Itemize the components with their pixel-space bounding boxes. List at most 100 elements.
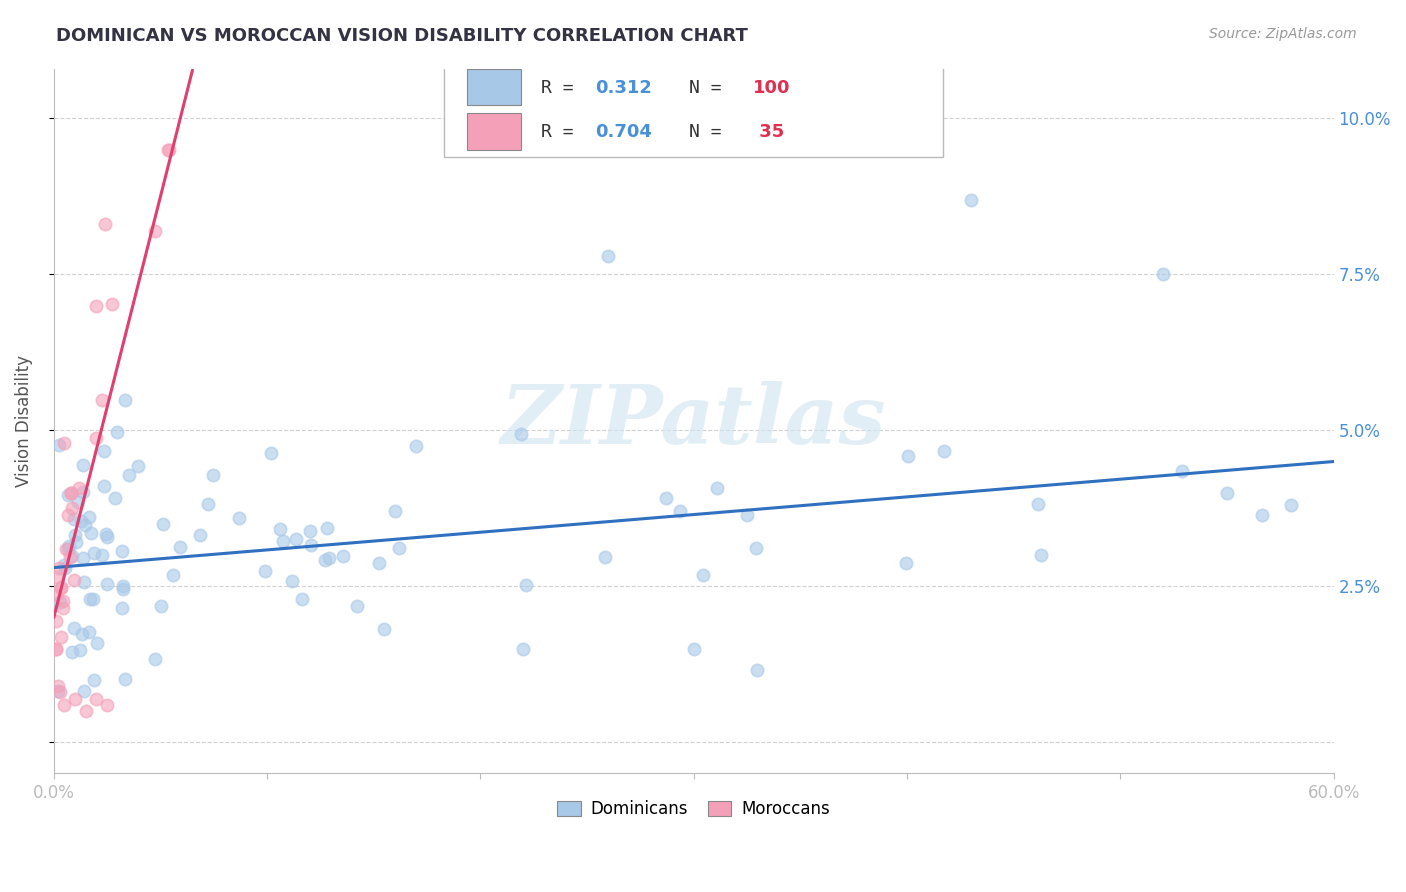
- Point: [93, 443, 115, 458]
- Text: 0.704: 0.704: [595, 123, 652, 142]
- Point: [53, 435, 76, 450]
- FancyBboxPatch shape: [444, 54, 943, 157]
- Point: [56, 542, 79, 557]
- Point: [65, 535, 87, 549]
- Point: [332, 549, 354, 563]
- Point: [77, 510, 100, 524]
- Point: [60, 644, 83, 658]
- Point: [593, 549, 616, 564]
- Y-axis label: Vision Disability: Vision Disability: [15, 355, 32, 487]
- Point: [59, 485, 82, 500]
- Point: [110, 543, 132, 558]
- Legend: Dominicans, Moroccans: Dominicans, Moroccans: [551, 794, 837, 825]
- Point: [114, 672, 136, 686]
- Point: [83, 546, 105, 560]
- Point: [388, 541, 411, 556]
- Point: [1250, 508, 1272, 522]
- Point: [111, 582, 134, 596]
- Point: [49, 630, 72, 644]
- Point: [73, 684, 96, 698]
- Point: [63, 691, 86, 706]
- Point: [94, 218, 117, 232]
- Point: [285, 532, 308, 546]
- Point: [735, 508, 758, 523]
- Point: [118, 468, 141, 483]
- Text: DOMINICAN VS MOROCCAN VISION DISABILITY CORRELATION CHART: DOMINICAN VS MOROCCAN VISION DISABILITY …: [56, 27, 748, 45]
- Point: [45, 589, 67, 603]
- Point: [1026, 497, 1049, 511]
- Text: 0.312: 0.312: [595, 78, 652, 96]
- Point: [72, 484, 94, 499]
- Point: [271, 533, 294, 548]
- Point: [60, 549, 83, 563]
- Point: [269, 522, 291, 536]
- Point: [72, 550, 94, 565]
- Point: [405, 439, 427, 453]
- Point: [373, 622, 395, 636]
- Text: R =: R =: [541, 123, 585, 142]
- FancyBboxPatch shape: [467, 113, 522, 150]
- Point: [1152, 268, 1174, 282]
- Point: [114, 392, 136, 407]
- Point: [682, 641, 704, 656]
- Text: ZIPatlas: ZIPatlas: [501, 381, 887, 461]
- Point: [314, 553, 336, 567]
- Point: [73, 575, 96, 590]
- Point: [745, 541, 768, 556]
- Point: [299, 538, 322, 552]
- Point: [96, 698, 118, 712]
- Point: [56, 508, 79, 523]
- Text: Source: ZipAtlas.com: Source: ZipAtlas.com: [1209, 27, 1357, 41]
- Point: [80, 526, 103, 541]
- Point: [45, 641, 67, 656]
- Point: [75, 704, 97, 718]
- Point: [100, 297, 122, 311]
- Point: [49, 582, 72, 596]
- Point: [253, 564, 276, 578]
- Point: [49, 685, 72, 699]
- Point: [318, 551, 340, 566]
- Point: [94, 526, 117, 541]
- Point: [72, 458, 94, 472]
- Point: [62, 573, 84, 587]
- Point: [53, 698, 76, 712]
- Point: [1279, 498, 1302, 512]
- Point: [367, 556, 389, 570]
- Point: [56, 488, 79, 502]
- Point: [55, 541, 77, 556]
- Point: [52, 600, 75, 615]
- Point: [59, 486, 82, 500]
- Point: [107, 425, 129, 439]
- Point: [73, 518, 96, 533]
- Point: [82, 591, 104, 606]
- Point: [655, 491, 678, 506]
- Point: [86, 691, 108, 706]
- Point: [692, 568, 714, 582]
- Point: [934, 443, 956, 458]
- Point: [70, 514, 93, 528]
- Point: [202, 468, 225, 483]
- Point: [668, 504, 690, 518]
- Point: [706, 481, 728, 495]
- Point: [260, 446, 283, 460]
- Point: [598, 249, 620, 263]
- Point: [48, 561, 70, 575]
- Point: [228, 510, 250, 524]
- Point: [58, 539, 80, 553]
- Point: [91, 548, 114, 562]
- Point: [384, 504, 406, 518]
- Point: [298, 524, 321, 538]
- Point: [960, 193, 983, 207]
- Point: [45, 570, 67, 584]
- Point: [96, 530, 118, 544]
- Point: [45, 641, 67, 656]
- Point: [894, 556, 917, 570]
- Point: [45, 614, 67, 628]
- Point: [897, 449, 920, 463]
- Text: 35: 35: [752, 123, 785, 142]
- Point: [515, 578, 537, 592]
- Text: 100: 100: [752, 78, 790, 96]
- Point: [84, 431, 107, 445]
- Point: [69, 643, 91, 657]
- Point: [67, 481, 90, 495]
